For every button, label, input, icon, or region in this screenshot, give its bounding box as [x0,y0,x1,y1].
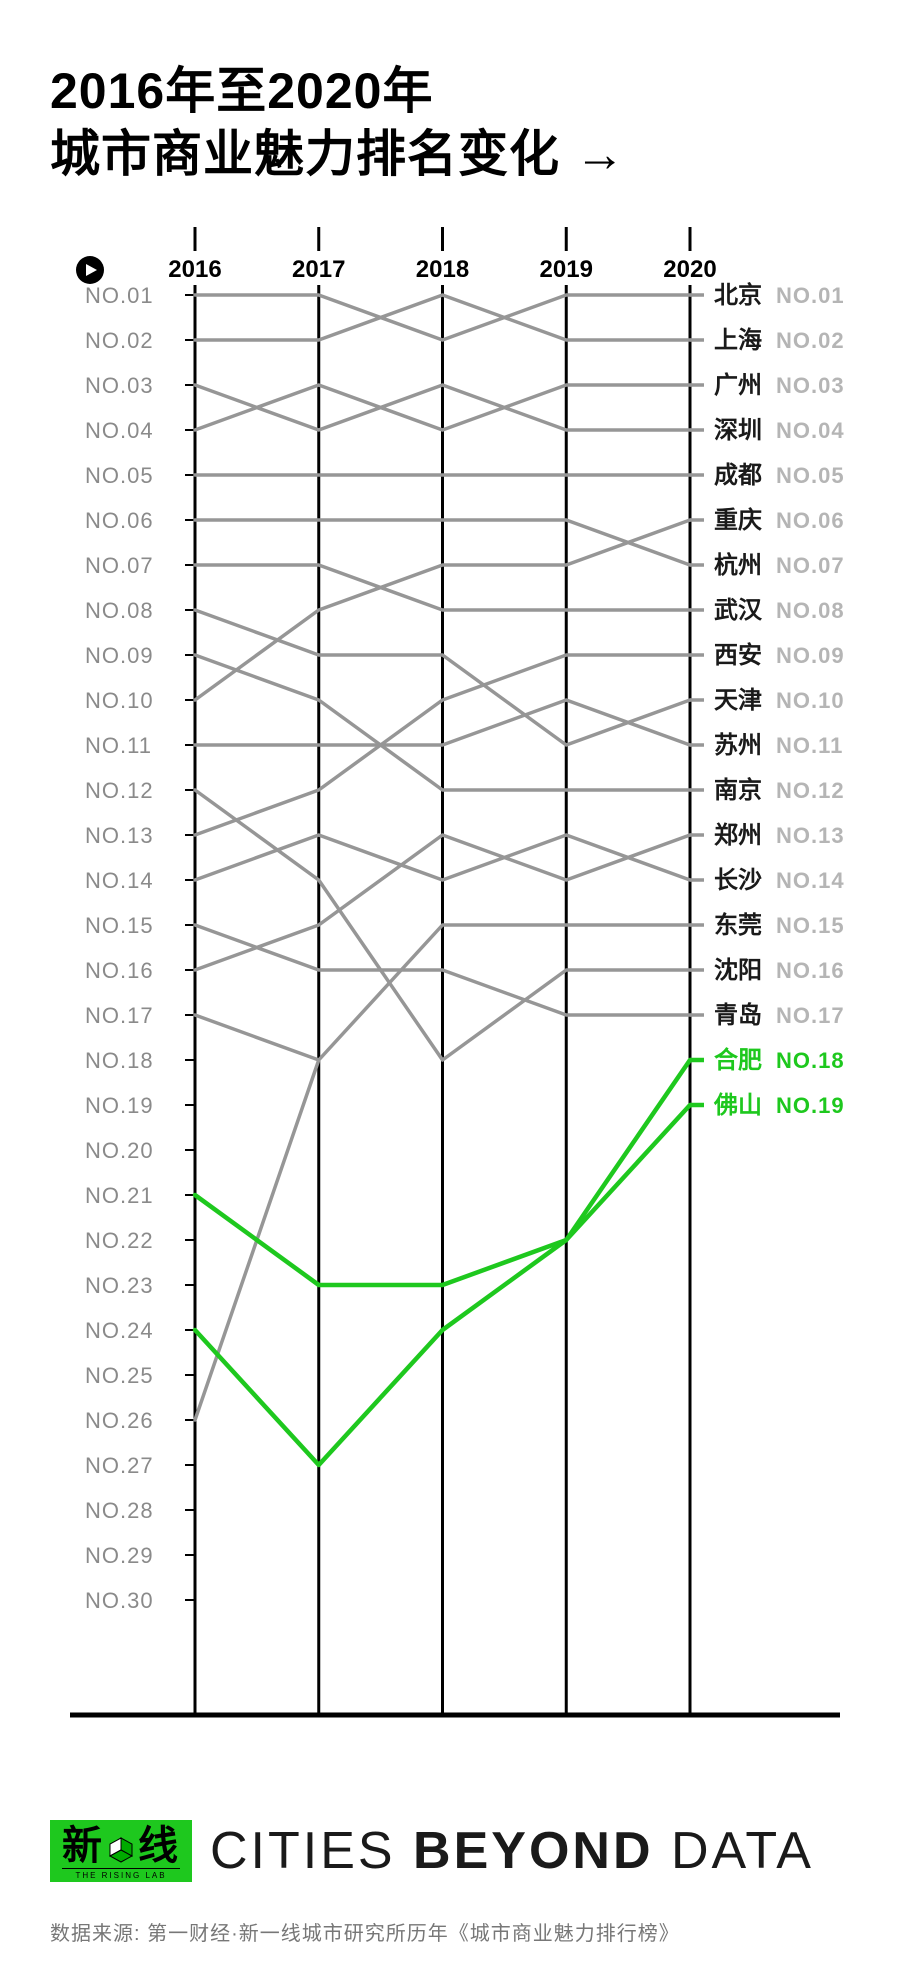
svg-text:NO.21: NO.21 [85,1183,154,1208]
chart-svg: 2016 2017 2018 2019 2020 NO.01 NO.02 NO.03 NO.04… [50,215,850,1775]
data-source: 数据来源: 第一财经·新一线城市研究所历年《城市商业魅力排行榜》 [50,1917,850,1946]
city-rank-label: NO.07 [776,553,845,578]
svg-text:NO.30: NO.30 [85,1588,154,1613]
svg-text:NO.09: NO.09 [85,643,154,668]
city-rank-label: NO.01 [776,283,845,308]
svg-text:NO.05: NO.05 [85,463,154,488]
tagline-1: CITIES [210,1822,396,1880]
city-label: 苏州 [714,732,762,759]
svg-text:NO.10: NO.10 [85,688,154,713]
city-rank-label: NO.17 [776,1003,845,1028]
svg-text:NO.28: NO.28 [85,1498,154,1523]
city-label: 天津 [714,687,762,714]
svg-text:NO.15: NO.15 [85,913,154,938]
logo-left: 新 [62,1826,104,1866]
svg-text:NO.02: NO.02 [85,328,154,353]
svg-text:NO.29: NO.29 [85,1543,154,1568]
svg-text:2018: 2018 [416,256,469,283]
svg-text:NO.27: NO.27 [85,1453,154,1478]
logo: 新 线 THE RISING LAB [50,1820,192,1882]
city-rank-label: NO.19 [776,1093,845,1118]
city-label: 北京 [714,281,762,309]
city-label: 沈阳 [714,957,762,984]
source-text: 第一财经·新一线城市研究所历年《城市商业魅力排行榜》 [147,1923,680,1945]
city-label: 深圳 [714,417,762,444]
city-rank-label: NO.18 [776,1048,845,1073]
svg-text:2017: 2017 [292,256,345,283]
city-rank-label: NO.08 [776,598,845,623]
city-label: 南京 [714,776,762,804]
tagline: CITIES BEYOND DATA [210,1821,814,1881]
title-line2: 城市商业魅力排名变化 [50,126,560,182]
svg-text:NO.17: NO.17 [85,1003,154,1028]
svg-text:2019: 2019 [540,256,593,283]
city-label: 杭州 [714,551,762,579]
svg-text:NO.06: NO.06 [85,508,154,533]
chart-title: 2016年至2020年 城市商业魅力排名变化 → [50,60,850,185]
svg-text:NO.03: NO.03 [85,373,154,398]
svg-text:NO.26: NO.26 [85,1408,154,1433]
source-label: 数据来源: [50,1923,141,1945]
tagline-3: DATA [671,1822,814,1880]
city-rank-label: NO.02 [776,328,845,353]
svg-text:NO.16: NO.16 [85,958,154,983]
footer: 新 线 THE RISING LAB CITIES BEYOND DATA [50,1820,850,1882]
city-rank-label: NO.13 [776,823,845,848]
city-label: 郑州 [714,822,762,849]
city-rank-label: NO.14 [776,868,845,893]
svg-text:2016: 2016 [168,256,221,283]
logo-sub: THE RISING LAB [62,1868,180,1880]
svg-text:NO.24: NO.24 [85,1318,154,1343]
city-label: 青岛 [714,1001,762,1029]
svg-text:NO.01: NO.01 [85,283,154,308]
city-label: 成都 [714,462,762,489]
city-label: 西安 [714,641,762,669]
title-arrow: → [575,126,626,182]
city-rank-label: NO.09 [776,643,845,668]
city-label: 佛山 [713,1092,762,1119]
svg-text:NO.14: NO.14 [85,868,154,893]
city-rank-label: NO.05 [776,463,845,488]
logo-icon [106,1831,136,1861]
city-label: 重庆 [714,507,762,534]
title-line1: 2016年至2020年 [50,63,433,119]
svg-text:NO.08: NO.08 [85,598,154,623]
city-label: 合肥 [714,1046,762,1074]
svg-text:NO.12: NO.12 [85,778,154,803]
city-label: 东莞 [714,911,762,939]
city-rank-label: NO.15 [776,913,845,938]
svg-text:NO.22: NO.22 [85,1228,154,1253]
logo-right: 线 [138,1826,180,1866]
svg-text:NO.19: NO.19 [85,1093,154,1118]
city-rank-label: NO.16 [776,958,845,983]
svg-text:NO.13: NO.13 [85,823,154,848]
city-rank-label: NO.06 [776,508,845,533]
svg-text:2020: 2020 [663,256,716,283]
svg-text:NO.23: NO.23 [85,1273,154,1298]
svg-text:NO.20: NO.20 [85,1138,154,1163]
svg-text:NO.11: NO.11 [85,733,152,758]
city-label: 长沙 [714,867,762,894]
svg-text:NO.07: NO.07 [85,553,154,578]
city-rank-label: NO.03 [776,373,845,398]
svg-text:NO.04: NO.04 [85,418,154,443]
tagline-2: BEYOND [413,1822,653,1880]
bump-chart: 2016 2017 2018 2019 2020 NO.01 NO.02 NO.03 NO.04… [50,215,850,1780]
city-label: 广州 [714,371,762,399]
city-rank-label: NO.11 [776,733,843,758]
svg-text:NO.18: NO.18 [85,1048,154,1073]
city-label: 武汉 [714,597,763,624]
city-label: 上海 [714,326,762,354]
city-rank-label: NO.10 [776,688,845,713]
city-rank-label: NO.04 [776,418,845,443]
svg-text:NO.25: NO.25 [85,1363,154,1388]
city-rank-label: NO.12 [776,778,845,803]
